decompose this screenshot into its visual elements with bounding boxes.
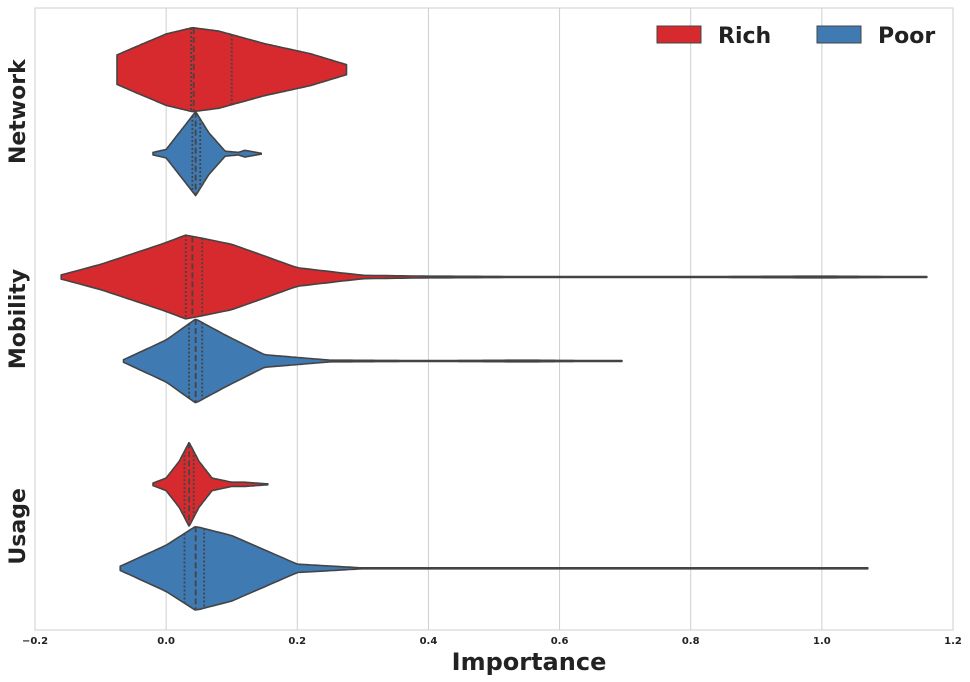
legend: Rich Poor bbox=[656, 24, 935, 49]
violin-poor-network bbox=[152, 110, 262, 197]
category-label: Mobility bbox=[6, 269, 31, 369]
legend-label-rich: Rich bbox=[718, 24, 771, 49]
category-label: Usage bbox=[6, 488, 31, 564]
legend-swatch-poor bbox=[816, 25, 862, 44]
x-axis-title: Importance bbox=[452, 648, 607, 676]
x-tick-label: −0.2 bbox=[22, 636, 48, 647]
category-labels: Network Mobility Usage bbox=[6, 58, 31, 565]
violin-rich-mobility bbox=[60, 234, 928, 320]
plot-frame bbox=[34, 7, 954, 631]
x-tick-label: 0.6 bbox=[551, 636, 569, 647]
x-tick-label: 0.4 bbox=[420, 636, 438, 647]
legend-label-poor: Poor bbox=[878, 24, 935, 49]
x-tick-label: 1.2 bbox=[944, 636, 962, 647]
violin-poor-usage bbox=[119, 526, 869, 611]
violin-rich-usage bbox=[152, 441, 269, 527]
legend-swatch-rich bbox=[656, 25, 702, 44]
x-tick-label: 0.8 bbox=[682, 636, 700, 647]
x-tick-labels: −0.2 0.0 0.2 0.4 0.6 0.8 1.0 1.2 bbox=[22, 636, 962, 647]
violin-layer bbox=[60, 26, 928, 611]
frame-layer bbox=[34, 7, 954, 631]
violin-rich-network bbox=[116, 26, 348, 113]
x-tick-label: 0.2 bbox=[288, 636, 306, 647]
x-tick-label: 1.0 bbox=[813, 636, 831, 647]
category-label: Network bbox=[6, 58, 31, 164]
x-tick-label: 0.0 bbox=[157, 636, 175, 647]
grid-layer bbox=[165, 8, 823, 630]
violin-poor-mobility bbox=[122, 318, 623, 404]
